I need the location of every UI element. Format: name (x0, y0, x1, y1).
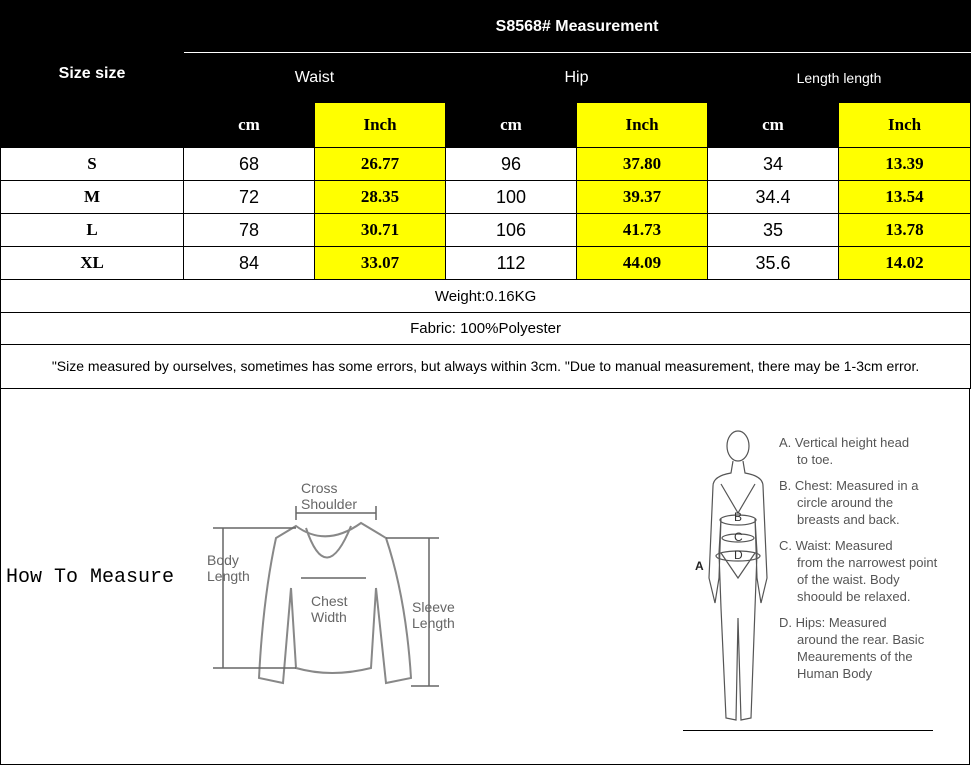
note-c: C. Waist: Measured from the narrowest poi… (779, 538, 938, 604)
unit-cm: cm (707, 102, 839, 148)
divider (683, 730, 933, 731)
body-notes: A. Vertical height head to toe. B. Chest:… (779, 434, 939, 691)
inch-cell: 41.73 (576, 213, 708, 247)
sleeve-length-label: Sleeve Length (412, 599, 455, 631)
group-length: Length length (706, 52, 971, 103)
chest-width-label: Chest Width (311, 593, 348, 625)
inch-cell: 33.07 (314, 246, 446, 280)
letter-c: C (734, 530, 743, 544)
table-row: M 72 28.35 100 39.37 34.4 13.54 (0, 180, 971, 214)
size-cell: XL (0, 246, 184, 280)
size-cell: S (0, 147, 184, 181)
table-title: S8568# Measurement (182, 0, 971, 53)
inch-cell: 37.80 (576, 147, 708, 181)
cm-cell: 35 (707, 213, 839, 247)
unit-cm: cm (445, 102, 577, 148)
letter-d: D (734, 548, 743, 562)
cm-cell: 34.4 (707, 180, 839, 214)
inch-cell: 26.77 (314, 147, 446, 181)
inch-cell: 13.39 (837, 147, 971, 181)
cm-cell: 34 (707, 147, 839, 181)
garment-diagram (213, 506, 439, 687)
note-a: A. Vertical height head to toe. (779, 435, 910, 467)
cm-cell: 106 (445, 213, 577, 247)
cm-cell: 96 (445, 147, 577, 181)
group-waist: Waist (183, 52, 446, 103)
measurement-note: "Size measured by ourselves, sometimes h… (0, 344, 971, 389)
cm-cell: 68 (183, 147, 315, 181)
weight-info: Weight:0.16KG (0, 279, 971, 313)
table-row: XL 84 33.07 112 44.09 35.6 14.02 (0, 246, 971, 280)
note-b: B. Chest: Measured in a circle around the… (779, 478, 919, 527)
fabric-info: Fabric: 100%Polyester (0, 312, 971, 345)
cm-cell: 72 (183, 180, 315, 214)
note-d: D. Hips: Measured around the rear. Basic … (779, 615, 925, 681)
unit-inch: Inch (837, 102, 971, 148)
body-diagram: B C D A (695, 430, 768, 721)
how-to-measure-title: How To Measure (6, 566, 175, 589)
table-row: S 68 26.77 96 37.80 34 13.39 (0, 147, 971, 181)
table-row: L 78 30.71 106 41.73 35 13.78 (0, 213, 971, 247)
inch-cell: 44.09 (576, 246, 708, 280)
inch-cell: 28.35 (314, 180, 446, 214)
how-to-measure-section: How To Measure Cross Shoulder Body Length … (0, 388, 970, 765)
cm-cell: 35.6 (707, 246, 839, 280)
size-cell: M (0, 180, 184, 214)
unit-cm: cm (183, 102, 315, 148)
size-cell: L (0, 213, 184, 247)
cm-cell: 100 (445, 180, 577, 214)
inch-cell: 30.71 (314, 213, 446, 247)
letter-b: B (734, 510, 742, 524)
group-hip: Hip (445, 52, 708, 103)
size-chart-table: Size size S8568# Measurement Waist Hip L… (0, 0, 971, 389)
cm-cell: 112 (445, 246, 577, 280)
cross-shoulder-label: Cross Shoulder (301, 480, 358, 512)
cm-cell: 78 (183, 213, 315, 247)
inch-cell: 14.02 (837, 246, 971, 280)
unit-inch: Inch (576, 102, 708, 148)
inch-cell: 13.78 (837, 213, 971, 247)
cm-cell: 84 (183, 246, 315, 280)
inch-cell: 39.37 (576, 180, 708, 214)
unit-inch: Inch (314, 102, 446, 148)
inch-cell: 13.54 (837, 180, 971, 214)
letter-a: A (695, 559, 704, 573)
size-header: Size size (0, 0, 184, 148)
body-length-label: Body Length (207, 552, 250, 584)
